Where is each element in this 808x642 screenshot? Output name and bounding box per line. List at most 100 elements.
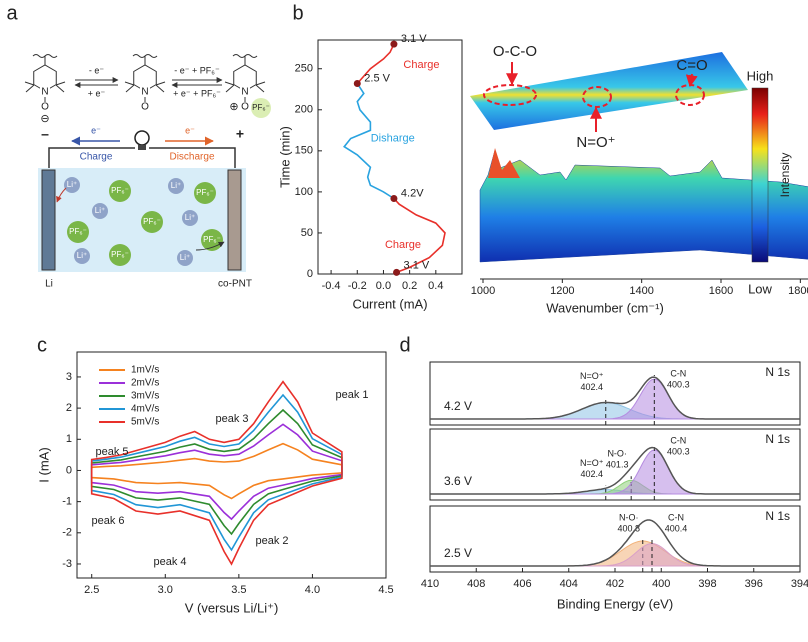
plot-frame <box>317 39 463 275</box>
reaction: + e⁻ <box>88 88 106 98</box>
y-tick-label: 150 <box>295 145 313 157</box>
ion-label: PF₆⁻ <box>196 188 214 197</box>
x-tick-label: -0.4 <box>322 280 341 292</box>
colorbar-label: Intensity <box>778 153 792 198</box>
y-axis-label: Time (min) <box>277 126 292 188</box>
ion-label: PF₆⁻ <box>111 250 129 259</box>
envelope <box>430 376 800 420</box>
methyl <box>255 81 266 86</box>
ion-label: Li⁺ <box>180 253 190 262</box>
x-tick-label: 2.5 <box>84 584 99 596</box>
voltage-label: 4.2 V <box>444 399 472 413</box>
series-label: Charge <box>403 59 439 71</box>
y-tick-label: 0 <box>66 464 72 476</box>
legend-label: 3mV/s <box>131 391 159 402</box>
colorbar-low: Low <box>748 281 772 296</box>
y-tick-label: 100 <box>295 186 313 198</box>
methyl <box>155 81 166 86</box>
voltage-label: 4.2V <box>401 187 424 199</box>
x-tick-label: -0.2 <box>348 280 367 292</box>
electrode: Li <box>45 279 53 290</box>
terminal: – <box>41 126 49 142</box>
ion <box>182 210 198 226</box>
x-tick-label: 4.0 <box>305 584 320 596</box>
methyl <box>155 84 165 93</box>
atom-n: N <box>141 87 148 98</box>
x-tick-label: 0.4 <box>428 280 443 292</box>
flow: Discharge <box>169 152 214 163</box>
bulb-base <box>138 145 146 150</box>
annotation-arrow <box>685 73 698 88</box>
y-axis-label: I (mA) <box>36 447 51 482</box>
ion-label: PF₆⁻ <box>203 235 221 244</box>
component-center: 400.4 <box>665 523 688 533</box>
y-tick-label: -2 <box>62 527 72 539</box>
component-center: 402.4 <box>580 469 603 479</box>
series-label: Charge <box>385 239 421 251</box>
peak-label: peak 3 <box>215 413 248 425</box>
component-name: N-O· <box>619 512 639 522</box>
ion <box>92 203 108 219</box>
y-tick-label: 1 <box>66 433 72 445</box>
wire <box>48 147 135 168</box>
series-line <box>90 423 343 521</box>
envelope <box>430 446 800 495</box>
ion <box>141 211 163 233</box>
ion <box>109 244 131 266</box>
annotation: O-C-O <box>493 43 537 60</box>
component-center: 402.4 <box>580 382 603 392</box>
y-tick-label: 0 <box>307 268 313 280</box>
series-line <box>343 83 395 200</box>
flow: Charge <box>80 152 113 163</box>
voltage-label: 3.6 V <box>444 474 472 488</box>
series-line <box>90 380 343 566</box>
x-tick-label: 3.5 <box>231 584 246 596</box>
voltage-marker <box>390 194 398 202</box>
voltage-label: 3.1 V <box>401 33 427 45</box>
ion-flow <box>56 187 67 203</box>
panel-title: N 1s <box>765 432 790 446</box>
x-axis-label: V (versus Li/Li⁺) <box>185 600 279 615</box>
ion-label: PF₆⁻ <box>111 186 129 195</box>
atom-o: O <box>141 102 149 113</box>
plot-frame <box>76 351 387 579</box>
atom-o: O <box>241 102 249 113</box>
legend-label: 1mV/s <box>131 365 159 376</box>
peak-label: peak 1 <box>335 389 368 401</box>
series-line <box>356 43 395 85</box>
methyl <box>225 84 235 93</box>
methyl <box>224 81 235 86</box>
cathode <box>227 169 242 271</box>
peak-label: peak 4 <box>153 556 186 568</box>
surface-top <box>470 52 748 130</box>
ion-label: Li⁺ <box>95 206 105 215</box>
y-tick-label: 2 <box>66 402 72 414</box>
charge: ⊕ <box>229 101 238 113</box>
colorbar <box>751 87 769 263</box>
anion-bg <box>251 98 271 118</box>
atom-o: O <box>41 102 49 113</box>
series-label: Disharge <box>371 132 415 144</box>
methyl <box>25 84 35 93</box>
annotation: N=O⁺ <box>576 134 615 151</box>
y-tick-label: 50 <box>301 227 313 239</box>
envelope <box>430 519 800 567</box>
x-tick-label: 410 <box>421 578 439 590</box>
reaction: - e⁻ + PF₆⁻ <box>174 65 220 75</box>
x-axis-label: Wavenumber (cm⁻¹) <box>546 300 664 315</box>
ion <box>168 178 184 194</box>
x-axis-label: Binding Energy (eV) <box>557 596 673 611</box>
component-center: 400.8 <box>617 523 640 533</box>
y-tick-label: 200 <box>295 104 313 116</box>
ion <box>74 248 90 264</box>
ion <box>177 250 193 266</box>
legend-label: 4mV/s <box>131 404 159 415</box>
voltage-marker <box>393 268 401 276</box>
methyl <box>125 84 135 93</box>
component-name: N-O· <box>607 449 627 459</box>
x-axis-label: Current (mA) <box>352 296 427 311</box>
ion <box>194 182 216 204</box>
series-line <box>90 408 343 536</box>
electron: e⁻ <box>185 125 195 135</box>
panel-title: N 1s <box>765 365 790 379</box>
